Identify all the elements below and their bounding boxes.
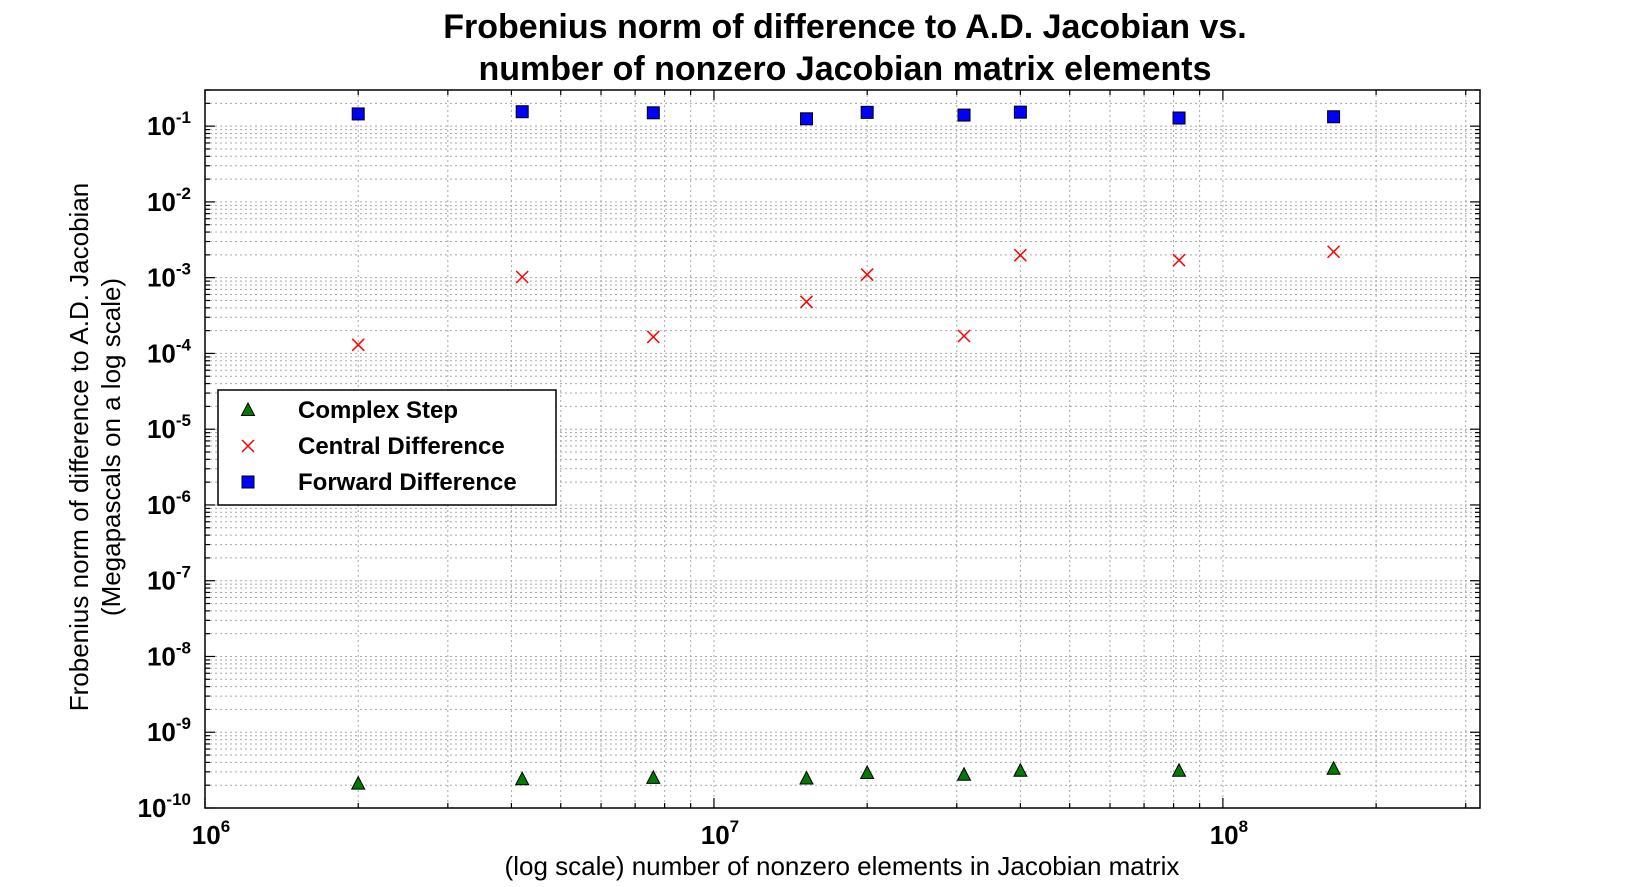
x-axis-label: (log scale) number of nonzero elements i… [505,851,1180,881]
chart-title-line-2: number of nonzero Jacobian matrix elemen… [478,50,1211,88]
central-difference-point-stroke [957,329,971,343]
legend-box [217,389,557,506]
plot-area-frame [204,89,1481,809]
y-tick-label: 10-5 [147,411,191,444]
legend-entries: Complex Step Central Difference Forward Di… [240,397,517,496]
chart-title-line-1: Frobenius norm of difference to A.D. Jac… [443,8,1247,46]
legend-marker-central-difference-stroke [241,439,255,453]
y-tick-label: 10-6 [147,487,191,520]
forward-difference-point [1327,110,1341,124]
data-points-layer [350,105,1341,790]
x-tick-label: 107 [701,817,739,850]
complex-step-point [956,766,972,781]
complex-step-point [514,771,530,786]
central-difference-point [646,330,660,344]
forward-difference-point [1172,111,1186,125]
central-difference-point-stroke [1172,253,1186,267]
legend-marker-complex-step [240,401,256,416]
central-difference-point-stroke [351,338,365,352]
x-tick-label: 108 [1210,817,1248,850]
central-difference-point-stroke [860,268,874,282]
forward-difference-point [1013,105,1027,119]
complex-step-point [645,769,661,784]
forward-difference-point [957,108,971,122]
y-tick-label: 10-8 [147,638,191,671]
x-tick-label: 106 [192,817,230,850]
legend: Complex Step Central Difference Forward Di… [217,389,557,506]
y-tick-label: 10-2 [147,184,191,217]
central-difference-point-stroke [646,330,660,344]
central-difference-point-stroke [1013,248,1027,262]
central-difference-point [1327,245,1341,259]
legend-marker-central-difference [241,439,255,453]
forward-difference-point [515,105,529,119]
legend-label-central-difference: Central Difference [298,433,505,460]
complex-step-point [859,764,875,779]
complex-step-point [1326,760,1341,775]
forward-difference-point [860,105,874,119]
legend-label-forward-difference: Forward Difference [298,469,517,496]
central-difference-point [1013,248,1027,262]
forward-difference-point [646,106,660,120]
y-axis-label-line-1: Frobenius norm of difference to A.D. Jac… [64,183,94,711]
y-tick-label: 10-7 [147,563,191,596]
y-axis-label-line-2: (Megapascals on a log scale) [96,278,126,616]
y-tick-label: 10-3 [147,260,191,293]
forward-difference-point [351,107,365,121]
forward-difference-point [800,112,814,126]
central-difference-point [1172,253,1186,267]
y-axis-label: Frobenius norm of difference to A.D. Jac… [64,183,126,711]
y-tick-label: 10-9 [147,714,191,747]
complex-step-point [1171,762,1187,777]
central-difference-point-stroke [515,270,529,284]
legend-marker-forward-difference [241,475,255,489]
central-difference-point [860,268,874,282]
central-difference-point [351,338,365,352]
central-difference-point [957,329,971,343]
ticks-layer: 106 107 108 10-10 10-9 10-8 10-7 10-6 10-5 10-4 10… [138,89,1480,850]
y-tick-label: 10-4 [147,335,192,368]
complex-step-point [350,775,366,790]
central-difference-point-stroke [1327,245,1341,259]
complex-step-point [799,770,814,785]
y-tick-label: 10-1 [147,108,191,141]
complex-step-point [1013,762,1028,777]
central-difference-point [799,295,814,309]
legend-label-complex-step: Complex Step [298,397,458,424]
y-tick-label: 10-10 [138,790,192,823]
central-difference-point [515,270,529,284]
central-difference-point-stroke [799,295,814,309]
